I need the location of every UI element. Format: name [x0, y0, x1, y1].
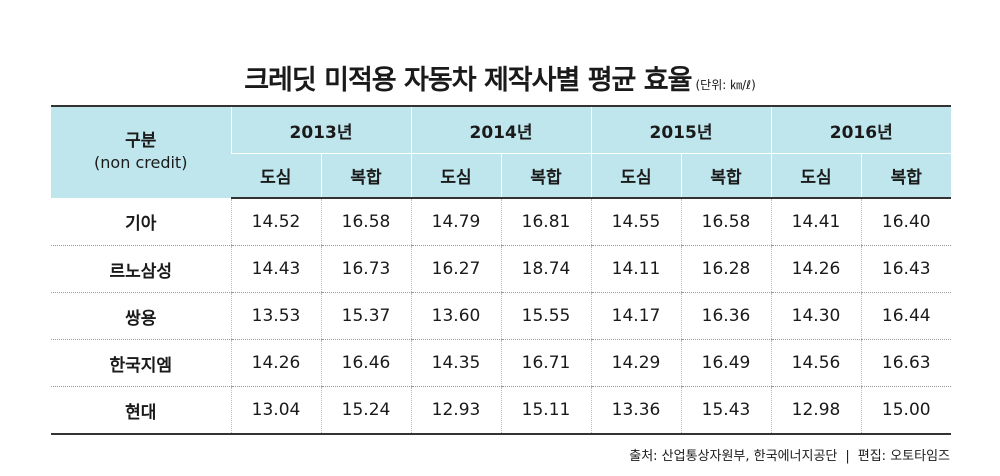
- value-cell: 15.37: [320, 292, 411, 340]
- maker-cell: 한국지엠: [51, 339, 231, 387]
- value-cell: 14.41: [770, 198, 861, 246]
- efficiency-table: 구분 (non credit) 2013년 2014년 2015년 2016년 …: [51, 105, 951, 435]
- value-cell: 15.24: [320, 386, 411, 435]
- value-cell: 13.53: [230, 292, 321, 340]
- value-cell: 15.11: [500, 386, 591, 435]
- value-cell: 16.46: [320, 339, 411, 387]
- value-cell: 16.73: [320, 245, 411, 293]
- title-main: 크레딧 미적용 자동차 제작사별 평균 효율: [244, 65, 692, 96]
- value-cell: 16.36: [680, 292, 771, 340]
- sub-header-combined: 복합: [500, 153, 591, 199]
- value-cell: 16.44: [860, 292, 951, 340]
- value-cell: 15.55: [500, 292, 591, 340]
- value-cell: 16.28: [680, 245, 771, 293]
- value-cell: 16.43: [860, 245, 951, 293]
- value-cell: 16.81: [500, 198, 591, 246]
- value-cell: 16.63: [860, 339, 951, 387]
- table-row: 기아 14.52 16.58 14.79 16.81 14.55 16.58 1…: [51, 198, 951, 246]
- value-cell: 15.00: [860, 386, 951, 435]
- maker-cell: 현대: [51, 386, 231, 435]
- value-cell: 14.26: [770, 245, 861, 293]
- value-cell: 13.04: [230, 386, 321, 435]
- value-cell: 12.98: [770, 386, 861, 435]
- sub-header-row: 도심 복합 도심 복합 도심 복합 도심 복합: [51, 153, 951, 199]
- sub-header-combined: 복합: [320, 153, 411, 199]
- table-row: 한국지엠 14.26 16.46 14.35 16.71 14.29 16.49…: [51, 339, 951, 387]
- value-cell: 14.30: [770, 292, 861, 340]
- corner-header: 구분 (non credit): [51, 105, 231, 199]
- value-cell: 14.11: [590, 245, 681, 293]
- value-cell: 16.49: [680, 339, 771, 387]
- year-header-row: 구분 (non credit) 2013년 2014년 2015년 2016년: [51, 105, 951, 199]
- editor-text: 편집: 오토타임즈: [857, 449, 950, 464]
- year-header: 2014년: [410, 105, 591, 154]
- sub-header-combined: 복합: [860, 153, 951, 199]
- value-cell: 16.40: [860, 198, 951, 246]
- maker-cell: 쌍용: [51, 292, 231, 340]
- maker-cell: 르노삼성: [51, 245, 231, 293]
- year-header: 2016년: [770, 105, 951, 154]
- year-header: 2013년: [230, 105, 411, 154]
- value-cell: 14.55: [590, 198, 681, 246]
- table-row: 현대 13.04 15.24 12.93 15.11 13.36 15.43 1…: [51, 386, 951, 435]
- value-cell: 14.29: [590, 339, 681, 387]
- value-cell: 14.52: [230, 198, 321, 246]
- value-cell: 14.17: [590, 292, 681, 340]
- sub-header-city: 도심: [410, 153, 501, 199]
- sub-header-city: 도심: [770, 153, 861, 199]
- corner-label: 구분: [125, 131, 157, 152]
- value-cell: 14.26: [230, 339, 321, 387]
- maker-cell: 기아: [51, 198, 231, 246]
- value-cell: 18.74: [500, 245, 591, 293]
- value-cell: 14.56: [770, 339, 861, 387]
- corner-sublabel: (non credit): [94, 153, 188, 173]
- value-cell: 14.79: [410, 198, 501, 246]
- source-separator: |: [845, 449, 850, 464]
- title-unit: (단위: ㎞/ℓ): [695, 78, 756, 92]
- value-cell: 13.36: [590, 386, 681, 435]
- value-cell: 13.60: [410, 292, 501, 340]
- value-cell: 16.27: [410, 245, 501, 293]
- table-row: 르노삼성 14.43 16.73 16.27 18.74 14.11 16.28…: [51, 245, 951, 293]
- value-cell: 14.43: [230, 245, 321, 293]
- table-title: 크레딧 미적용 자동차 제작사별 평균 효율 (단위: ㎞/ℓ): [0, 58, 1000, 97]
- source-text: 출처: 산업통상자원부, 한국에너지공단: [629, 449, 838, 464]
- value-cell: 16.58: [680, 198, 771, 246]
- year-header: 2015년: [590, 105, 771, 154]
- value-cell: 12.93: [410, 386, 501, 435]
- value-cell: 16.71: [500, 339, 591, 387]
- sub-header-combined: 복합: [680, 153, 771, 199]
- value-cell: 14.35: [410, 339, 501, 387]
- sub-header-city: 도심: [231, 153, 321, 199]
- table-row: 쌍용 13.53 15.37 13.60 15.55 14.17 16.36 1…: [51, 292, 951, 340]
- value-cell: 15.43: [680, 386, 771, 435]
- value-cell: 16.58: [320, 198, 411, 246]
- source-caption: 출처: 산업통상자원부, 한국에너지공단 | 편집: 오토타임즈: [629, 445, 950, 464]
- sub-header-city: 도심: [590, 153, 681, 199]
